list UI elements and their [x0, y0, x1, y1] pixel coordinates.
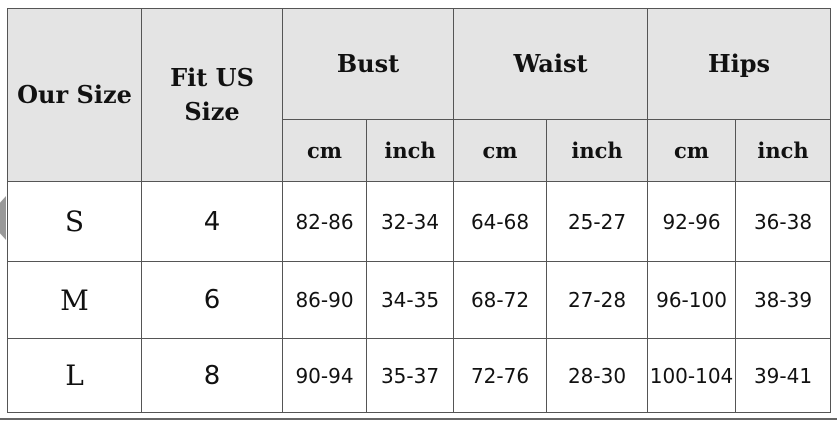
unit-header: cm: [453, 119, 547, 182]
unit-header: inch: [366, 119, 454, 182]
table-row: M 6 86-90 34-35 68-72 27-28 96-100 38-39: [7, 261, 832, 339]
table-row: S 4 82-86 32-34 64-68 25-27 92-96 36-38: [7, 181, 832, 262]
us-size-cell: 4: [141, 181, 283, 262]
waist-cm-cell: 64-68: [453, 181, 547, 262]
previous-arrow-icon[interactable]: [0, 196, 6, 240]
bust-inch-cell: 35-37: [366, 338, 454, 413]
waist-cm-cell: 72-76: [453, 338, 547, 413]
waist-cm-cell: 68-72: [453, 261, 547, 339]
header-waist: Waist: [452, 8, 649, 120]
hips-cm-cell: 92-96: [647, 181, 737, 262]
header-fit-us-size: Fit US Size: [141, 8, 283, 182]
our-size-cell: L: [7, 338, 142, 413]
unit-header: inch: [545, 119, 649, 182]
table-row: L 8 90-94 35-37 72-76 28-30 100-104 39-4…: [7, 338, 832, 413]
bust-inch-cell: 34-35: [366, 261, 454, 339]
waist-inch-cell: 28-30: [545, 338, 649, 413]
header-our-size: Our Size: [7, 8, 142, 182]
our-size-cell: M: [7, 261, 142, 339]
hips-inch-cell: 38-39: [735, 261, 832, 339]
bottom-divider: [0, 418, 837, 420]
header-hips: Hips: [647, 8, 832, 120]
us-size-cell: 6: [141, 261, 283, 339]
waist-inch-cell: 25-27: [545, 181, 649, 262]
hips-inch-cell: 36-38: [735, 181, 832, 262]
hips-cm-cell: 96-100: [647, 261, 737, 339]
unit-header: cm: [647, 119, 737, 182]
bust-inch-cell: 32-34: [366, 181, 454, 262]
us-size-cell: 8: [141, 338, 283, 413]
hips-inch-cell: 39-41: [735, 338, 832, 413]
bust-cm-cell: 86-90: [282, 261, 367, 339]
hips-cm-cell: 100-104: [647, 338, 737, 413]
unit-header: inch: [735, 119, 832, 182]
size-chart-table: Our Size Fit US Size Bust Waist Hips cm …: [7, 8, 832, 413]
our-size-cell: S: [7, 181, 142, 262]
unit-header: cm: [282, 119, 367, 182]
header-bust: Bust: [282, 8, 454, 120]
bust-cm-cell: 90-94: [282, 338, 367, 413]
bust-cm-cell: 82-86: [282, 181, 367, 262]
waist-inch-cell: 27-28: [545, 261, 649, 339]
